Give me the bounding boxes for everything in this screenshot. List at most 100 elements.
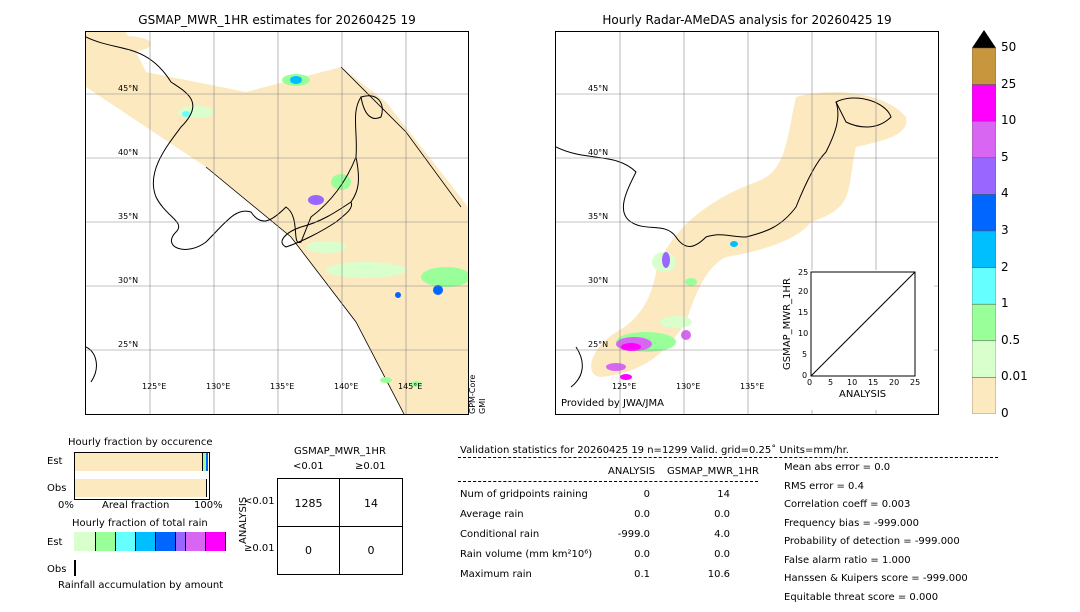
inset-ytick-15: 15 <box>798 308 809 317</box>
colorbar-tick-label: 2 <box>1001 259 1009 274</box>
left-lat-40: 40°N <box>118 148 139 157</box>
total-rain-obs-label: Obs <box>47 564 67 575</box>
colorbar-tick-label: 1 <box>1001 296 1009 311</box>
inset-ytick-25: 25 <box>798 268 809 277</box>
validation-row-gsmap: 4.0 <box>714 529 730 540</box>
contingency-row2: ≥0.01 <box>244 543 275 554</box>
right-lat-30: 30°N <box>588 276 609 285</box>
total-rain-est-bar <box>74 532 226 551</box>
total-rain-est-segment <box>156 532 176 551</box>
inset-xlabel: ANALYSIS <box>839 389 887 400</box>
colorbar-tick-label: 10 <box>1001 113 1017 128</box>
colorbar-segment <box>972 340 996 378</box>
occurrence-xmid: Areal fraction <box>102 500 170 511</box>
validation-row-label: Rain volume (mm km²10⁶) <box>460 549 593 560</box>
total-rain-obs-bar <box>74 560 76 576</box>
left-lon-135: 135°E <box>270 382 295 391</box>
occurrence-est-label: Est <box>47 456 63 467</box>
colorbar-segment <box>972 267 996 305</box>
colorbar-tick-label: 0.01 <box>1001 369 1028 384</box>
validation-row-analysis: 0.0 <box>634 549 650 560</box>
left-swath <box>86 32 468 414</box>
right-lat-40: 40°N <box>588 148 609 157</box>
inset-xtick-0: 0 <box>807 378 813 387</box>
occurrence-x1: 100% <box>194 500 223 511</box>
occurrence-obs-bar <box>75 479 207 497</box>
validation-row-label: Average rain <box>460 509 524 520</box>
inset-ylabel: GSMAP_MWR_1HR <box>782 278 793 370</box>
total-rain-est-segment <box>116 532 136 551</box>
inset-xtick-5: 5 <box>828 378 834 387</box>
validation-score: RMS error = 0.4 <box>784 480 864 492</box>
colorbar-tick-label: 50 <box>1001 40 1017 54</box>
right-lon-130: 130°E <box>676 382 701 391</box>
occurrence-est-heavy <box>206 453 208 471</box>
occurrence-title: Hourly fraction by occurence <box>68 437 213 448</box>
validation-score: Frequency bias = -999.000 <box>784 517 919 529</box>
inset-xtick-25: 25 <box>910 378 921 387</box>
validation-col-gsmap: GSMAP_MWR_1HR <box>667 466 759 477</box>
right-map-credit: Provided by JWA/JMA <box>561 398 664 409</box>
colorbar-segment <box>972 157 996 195</box>
occurrence-x0: 0% <box>58 500 74 511</box>
validation-score: Mean abs error = 0.0 <box>784 462 891 473</box>
left-side-label-1: GPM-Core <box>468 374 477 414</box>
right-lat-45: 45°N <box>588 84 609 93</box>
validation-row-analysis: 0.0 <box>634 509 650 520</box>
inset-ytick-5: 5 <box>802 350 808 359</box>
inset-ytick-10: 10 <box>798 329 809 338</box>
occurrence-frame <box>74 452 210 500</box>
contingency-grid: 1285 14 0 0 <box>277 478 403 575</box>
contingency-col1: <0.01 <box>293 461 324 472</box>
validation-divider <box>458 457 998 458</box>
validation-row-label: Num of gridpoints raining <box>460 489 588 500</box>
inset-diagonal <box>810 271 916 377</box>
left-lon-125: 125°E <box>142 382 167 391</box>
left-swath-edge-2 <box>205 166 405 414</box>
validation-header: Validation statistics for 20260425 19 n=… <box>460 445 849 456</box>
contingency-col2: ≥0.01 <box>355 461 386 472</box>
total-rain-footer: Rainfall accumulation by amount <box>58 580 224 591</box>
left-lat-25: 25°N <box>118 340 139 349</box>
validation-subdivider <box>458 481 758 482</box>
left-lat-35: 35°N <box>118 212 139 221</box>
left-side-label-2: GMI <box>478 398 487 414</box>
right-lon-125: 125°E <box>612 382 637 391</box>
validation-row-analysis: 0 <box>643 489 650 500</box>
left-lon-145: 145°E <box>398 382 423 391</box>
left-lon-140: 140°E <box>334 382 359 391</box>
validation-score: False alarm ratio = 1.000 <box>784 554 911 566</box>
occurrence-est-bar <box>75 453 203 471</box>
left-lon-130: 130°E <box>206 382 231 391</box>
colorbar-tick-label: 3 <box>1001 223 1009 237</box>
right-lat-35: 35°N <box>588 212 609 221</box>
total-rain-est-segment <box>136 532 156 551</box>
colorbar-tick-label: 0.5 <box>1001 332 1021 347</box>
validation-row-analysis: -999.0 <box>617 529 650 540</box>
total-rain-est-segment <box>186 532 206 551</box>
colorbar-tick-label: 0 <box>1001 406 1009 420</box>
colorbar-segment <box>972 230 996 268</box>
left-lat-45: 45°N <box>118 84 139 93</box>
right-map-title: Hourly Radar-AMeDAS analysis for 2026042… <box>602 13 892 27</box>
validation-col-analysis: ANALYSIS <box>608 466 656 477</box>
left-map-title: GSMAP_MWR_1HR estimates for 20260425 19 <box>138 13 416 27</box>
validation-row-label: Maximum rain <box>460 569 532 580</box>
validation-row-gsmap: 10.6 <box>707 569 730 580</box>
total-rain-title: Hourly fraction of total rain <box>72 518 208 529</box>
colorbar-segment <box>972 194 996 232</box>
validation-score: Hanssen & Kuipers score = -999.000 <box>784 573 968 584</box>
colorbar-segment <box>972 303 996 342</box>
colorbar-segment <box>972 120 996 159</box>
colorbar-segment <box>972 377 996 414</box>
colorbar-segment <box>972 84 996 122</box>
contingency-cell-11: 1285 <box>294 497 323 510</box>
colorbar-canvas <box>972 30 996 414</box>
occurrence-est-rain <box>203 453 206 471</box>
inset-ytick-20: 20 <box>798 287 809 296</box>
right-map: 45°N 40°N 35°N 30°N 25°N 125°E 130°E 135… <box>555 31 939 415</box>
colorbar <box>972 30 996 414</box>
validation-row-gsmap: 0.0 <box>714 549 730 560</box>
colorbar-extend-arrow <box>972 30 996 48</box>
inset-xtick-15: 15 <box>868 378 879 387</box>
